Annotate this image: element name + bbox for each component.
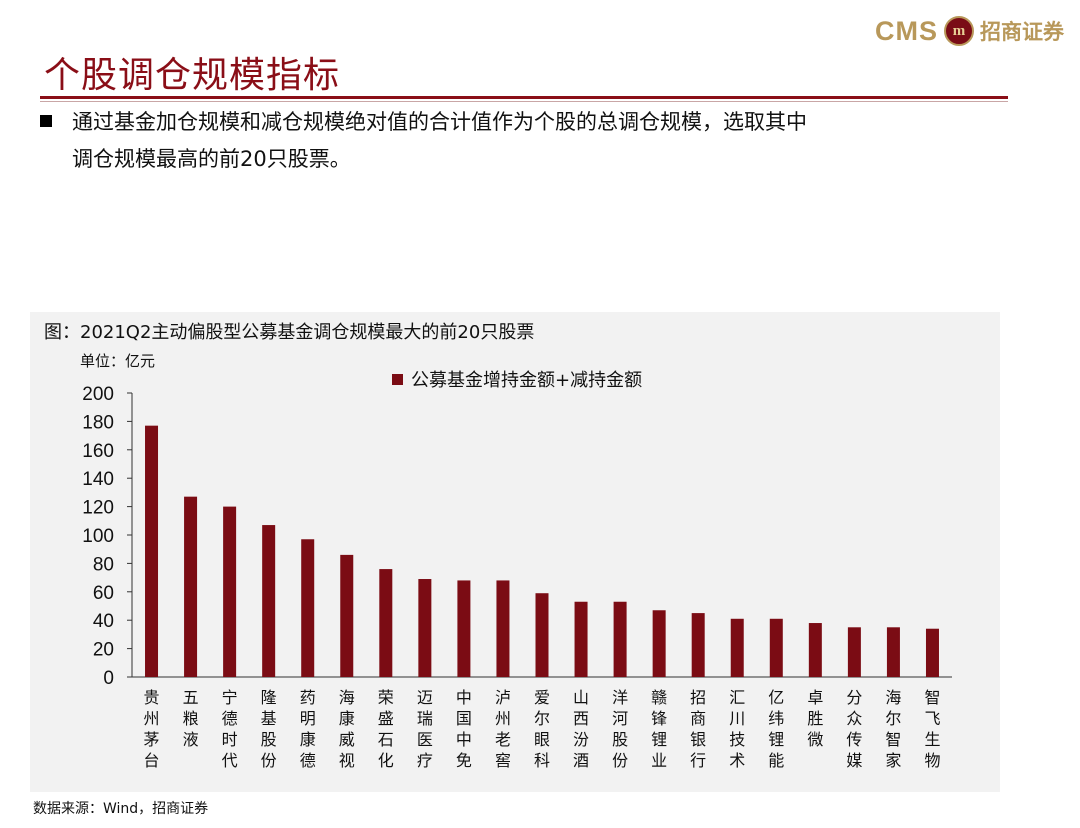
- bars: [145, 425, 939, 677]
- x-tick-label: 迈瑞医疗: [417, 688, 433, 770]
- y-tick-label: 120: [82, 498, 114, 519]
- x-tick-label: 智飞生物: [924, 688, 940, 770]
- y-tick-label: 200: [82, 384, 114, 405]
- bar: [535, 593, 549, 677]
- bar: [574, 601, 588, 677]
- bar: [730, 618, 744, 677]
- y-tick-label: 20: [93, 640, 114, 661]
- y-tick-label: 40: [93, 611, 114, 632]
- x-tick-label: 海康威视: [339, 688, 355, 770]
- description-text: 通过基金加仓规模和减仓规模绝对值的合计值作为个股的总调仓规模，选取其中 调仓规模…: [72, 104, 1022, 178]
- legend-swatch: [392, 373, 403, 385]
- bar: [145, 425, 159, 677]
- x-tick-label: 海尔智家: [885, 688, 901, 770]
- x-tick-label: 卓胜微: [807, 688, 823, 749]
- legend-label: 公募基金增持金额+减持金额: [411, 370, 643, 391]
- bar: [496, 580, 510, 677]
- unit-label: 单位：亿元: [80, 352, 156, 370]
- x-tick-label: 五粮液: [183, 688, 199, 749]
- x-axis: 贵州茅台 五粮液 宁德时代 隆基股份 药明康德 海康威视 荣盛石化 迈瑞医疗 中国中免 泸州老窖 爱…: [132, 676, 952, 770]
- logo-text-en: CMS: [875, 15, 938, 46]
- bar: [301, 539, 315, 677]
- bullet-square-icon: [40, 115, 52, 127]
- y-axis: 0 20 40 60 80 100 120 140 160 180 200: [82, 384, 133, 689]
- bar: [340, 554, 354, 677]
- y-tick-label: 0: [103, 668, 114, 689]
- brand-logo: CMS m 招商证券: [875, 14, 1064, 48]
- bar: [769, 618, 783, 677]
- x-tick-label: 山西汾酒: [573, 688, 589, 770]
- y-tick-label: 100: [82, 526, 114, 547]
- x-tick-label: 赣锋锂业: [651, 688, 667, 770]
- description-line-2: 调仓规模最高的前20只股票。: [72, 147, 351, 171]
- x-tick-label: 洋河股份: [612, 688, 628, 770]
- bar: [652, 610, 666, 677]
- y-tick-label: 80: [93, 554, 114, 575]
- chart-title: 图：2021Q2主动偏股型公募基金调仓规模最大的前20只股票: [44, 322, 535, 343]
- x-tick-label: 分众传媒: [846, 688, 862, 770]
- bar: [418, 579, 432, 677]
- title-divider: [40, 96, 1008, 99]
- chart-legend: 公募基金增持金额+减持金额: [392, 366, 642, 392]
- bar: [691, 613, 705, 677]
- logo-text-cn: 招商证券: [980, 19, 1064, 44]
- y-tick-label: 180: [82, 412, 114, 433]
- description-line-1: 通过基金加仓规模和减仓规模绝对值的合计值作为个股的总调仓规模，选取其中: [72, 110, 807, 134]
- source-note: 数据来源：Wind，招商证券: [33, 801, 209, 817]
- bar: [886, 627, 900, 677]
- page-title: 个股调仓规模指标: [44, 55, 341, 96]
- title-divider-thin: [40, 101, 1008, 102]
- bar: [847, 627, 861, 677]
- bar: [808, 623, 822, 677]
- logo-seal-icon: m: [944, 16, 974, 46]
- bar: [613, 601, 627, 677]
- x-tick-label: 荣盛石化: [378, 688, 394, 770]
- bar: [262, 525, 276, 677]
- y-tick-label: 60: [93, 583, 114, 604]
- x-tick-label: 隆基股份: [261, 688, 277, 770]
- y-tick-label: 160: [82, 441, 114, 462]
- bar: [379, 569, 393, 677]
- x-tick-label: 药明康德: [300, 688, 316, 770]
- y-tick-label: 140: [82, 469, 114, 490]
- x-tick-label: 贵州茅台: [144, 688, 160, 770]
- x-tick-label: 宁德时代: [222, 688, 238, 770]
- bar: [457, 580, 471, 677]
- x-tick-label: 亿纬锂能: [768, 688, 784, 770]
- x-tick-label: 中国中免: [456, 688, 472, 770]
- x-tick-label: 爱尔眼科: [534, 688, 550, 770]
- x-tick-label: 招商银行: [690, 688, 706, 770]
- x-tick-label: 泸州老窖: [495, 688, 511, 770]
- bar: [223, 506, 237, 677]
- x-tick-label: 汇川技术: [729, 688, 745, 770]
- bar: [925, 628, 939, 677]
- bar: [184, 496, 198, 677]
